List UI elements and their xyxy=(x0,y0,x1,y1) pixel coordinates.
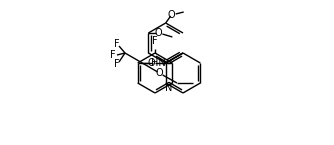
Text: F: F xyxy=(114,39,120,49)
Text: N: N xyxy=(165,83,172,93)
Text: O: O xyxy=(148,58,156,68)
Text: F: F xyxy=(114,59,120,69)
Text: O: O xyxy=(155,28,162,38)
Text: O: O xyxy=(168,10,175,20)
Text: F: F xyxy=(110,50,116,60)
Text: HN: HN xyxy=(151,58,166,68)
Text: O: O xyxy=(156,68,163,78)
Text: F: F xyxy=(152,36,158,46)
